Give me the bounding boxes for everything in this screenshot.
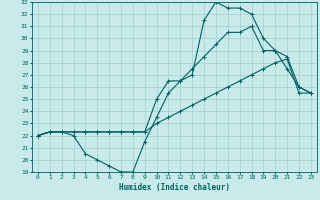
X-axis label: Humidex (Indice chaleur): Humidex (Indice chaleur) (119, 183, 230, 192)
